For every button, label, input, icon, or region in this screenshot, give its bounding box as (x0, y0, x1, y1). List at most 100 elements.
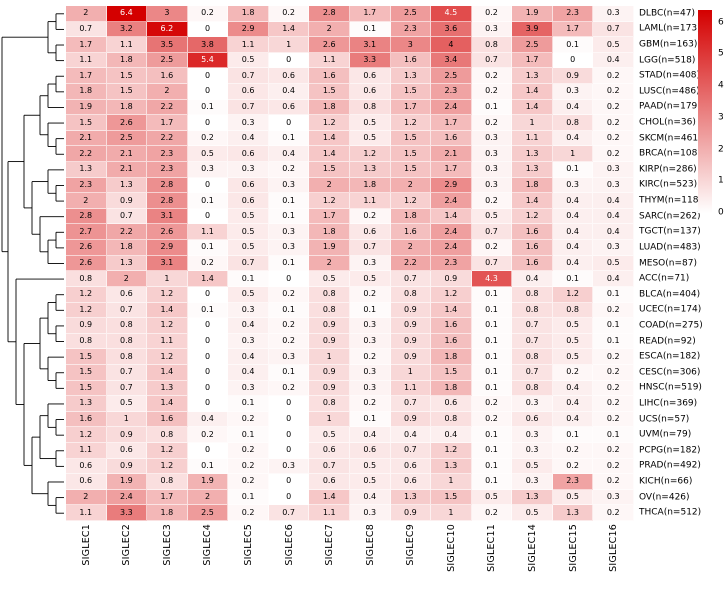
heatmap-cell: 0.8 (512, 286, 553, 303)
heatmap-cell: 1.8 (106, 52, 148, 69)
heatmap-cell: 0.2 (471, 84, 513, 100)
heatmap-cell: 1.7 (431, 162, 472, 178)
heatmap-cell: 1.5 (390, 146, 432, 163)
heatmap-cell: 0.9 (552, 68, 594, 85)
heatmap-cell: 0.6 (228, 84, 269, 100)
heatmap-cell: 0.5 (350, 115, 391, 131)
heatmap-cell: 0.2 (593, 84, 634, 100)
heatmap-cell: 0.3 (228, 115, 269, 131)
heatmap-cell: 0.3 (471, 130, 513, 147)
heatmap-cell: 1.2 (309, 193, 350, 209)
heatmap-cell: 1.3 (66, 396, 107, 412)
heatmap-cell: 0.8 (431, 411, 472, 428)
heatmap-cell: 1.4 (147, 364, 188, 381)
heatmap-cell: 0.2 (593, 99, 634, 116)
heatmap-cell: 1.8 (66, 84, 107, 100)
heatmap-cell: 1.5 (390, 130, 432, 147)
heatmap-cell: 0.9 (309, 364, 350, 381)
heatmap-cell: 0.7 (228, 68, 269, 85)
heatmap-cell: 2 (187, 489, 229, 506)
heatmap-cell: 0.4 (187, 411, 229, 428)
heatmap-cell: 0.1 (268, 130, 310, 147)
heatmap-cell: 2.8 (147, 193, 188, 209)
heatmap-cell: 0.2 (228, 505, 269, 521)
heatmap-cell: 2.1 (106, 146, 148, 163)
heatmap-cell: 0.7 (268, 505, 310, 521)
column-label-text: SIGLEC3 (161, 524, 173, 566)
heatmap-cell: 1.7 (552, 21, 594, 38)
heatmap-cell: 0 (552, 52, 594, 69)
heatmap-cell: 2.9 (431, 177, 472, 194)
heatmap-cell: 0.7 (512, 318, 553, 334)
heatmap-cell: 0.2 (471, 411, 513, 428)
heatmap-cell: 1.1 (512, 130, 553, 147)
heatmap-cell: 1.1 (66, 442, 107, 459)
colorbar-tick-label: 5 (718, 48, 724, 59)
column-labels: SIGLEC1 SIGLEC2 SIGLEC3 SIGLEC4 SIGLEC5 SIGLE… (66, 524, 634, 608)
heatmap-cell: 0.6 (512, 411, 553, 428)
heatmap-cell: 0.1 (350, 411, 391, 428)
heatmap-cell: 2.2 (147, 99, 188, 116)
heatmap-cell: 0.5 (471, 489, 513, 506)
heatmap-cell: 1.7 (147, 489, 188, 506)
heatmap-cell: 1 (147, 271, 188, 287)
heatmap-cell: 0.2 (593, 130, 634, 147)
heatmap-cell: 1.4 (147, 302, 188, 319)
column-label-text: SIGLEC9 (405, 524, 417, 566)
column-label-text: SIGLEC1 (80, 524, 92, 566)
heatmap-cell: 1.9 (512, 6, 553, 22)
heatmap-cell: 0.2 (593, 396, 634, 412)
heatmap-cell: 2.4 (431, 99, 472, 116)
heatmap-cell: 2.1 (66, 130, 107, 147)
heatmap-cell: 2.9 (147, 240, 188, 256)
heatmap-cell: 0.1 (268, 193, 310, 209)
heatmap-cell: 1.2 (309, 115, 350, 131)
heatmap-cell: 1.8 (309, 99, 350, 116)
heatmap-cell: 0.2 (552, 458, 594, 475)
heatmap-cell: 0.4 (552, 193, 594, 209)
colorbar-tick-labels: 6 5 4 3 2 1 0 (718, 10, 724, 217)
column-label: SIGLEC6 (269, 524, 310, 608)
heatmap-cell: 1.8 (390, 208, 432, 225)
heatmap-cell: 0.8 (106, 349, 148, 365)
heatmap-cell: 0.3 (512, 474, 553, 490)
heatmap-cell: 2.4 (431, 240, 472, 256)
heatmap-cell: 0.4 (228, 318, 269, 334)
heatmap-cell: 0 (187, 208, 229, 225)
heatmap-cell: 1.7 (390, 99, 432, 116)
heatmap-cell: 1.2 (66, 427, 107, 443)
heatmap-cell: 2.6 (309, 37, 350, 53)
heatmap-cell: 0.2 (350, 286, 391, 303)
heatmap-cell: 0.6 (431, 396, 472, 412)
heatmap-cell: 1.5 (106, 84, 148, 100)
heatmap-cell: 0.3 (593, 177, 634, 194)
heatmap-cell: 1.4 (431, 208, 472, 225)
row-label: GBM(n=163) (639, 39, 698, 50)
heatmap-cell: 0.2 (593, 302, 634, 319)
heatmap-cell: 1.8 (350, 177, 391, 194)
heatmap-cell: 4.3 (471, 271, 513, 287)
heatmap-cell: 1.5 (106, 68, 148, 85)
heatmap-cell: 1.2 (552, 286, 594, 303)
column-label: SIGLEC11 (472, 524, 513, 608)
column-label: SIGLEC5 (228, 524, 269, 608)
heatmap-cell: 6.2 (147, 21, 188, 38)
heatmap-cell: 0 (187, 364, 229, 381)
heatmap-cell: 1.8 (106, 240, 148, 256)
row-dendrogram (1, 13, 64, 514)
row-labels: DLBC(n=47) LAML(n=173) GBM(n=163) LGG(n=518… (639, 6, 724, 521)
heatmap-cell: 0.2 (228, 474, 269, 490)
heatmap-cell: 0.8 (66, 271, 107, 287)
heatmap-cell: 0.4 (228, 130, 269, 147)
heatmap-cell: 0.2 (471, 68, 513, 85)
heatmap-cell: 0.7 (471, 52, 513, 69)
row-label: OV(n=426) (639, 492, 690, 503)
heatmap-cell: 0.5 (106, 396, 148, 412)
heatmap-cell: 1.3 (66, 162, 107, 178)
heatmap-cell: 1.1 (309, 505, 350, 521)
column-label: SIGLEC16 (593, 524, 634, 608)
heatmap-cell: 0.1 (593, 427, 634, 443)
row-label: KIRP(n=286) (639, 164, 697, 175)
heatmap-cell: 2.5 (512, 37, 553, 53)
heatmap-cell: 0.2 (187, 255, 229, 272)
